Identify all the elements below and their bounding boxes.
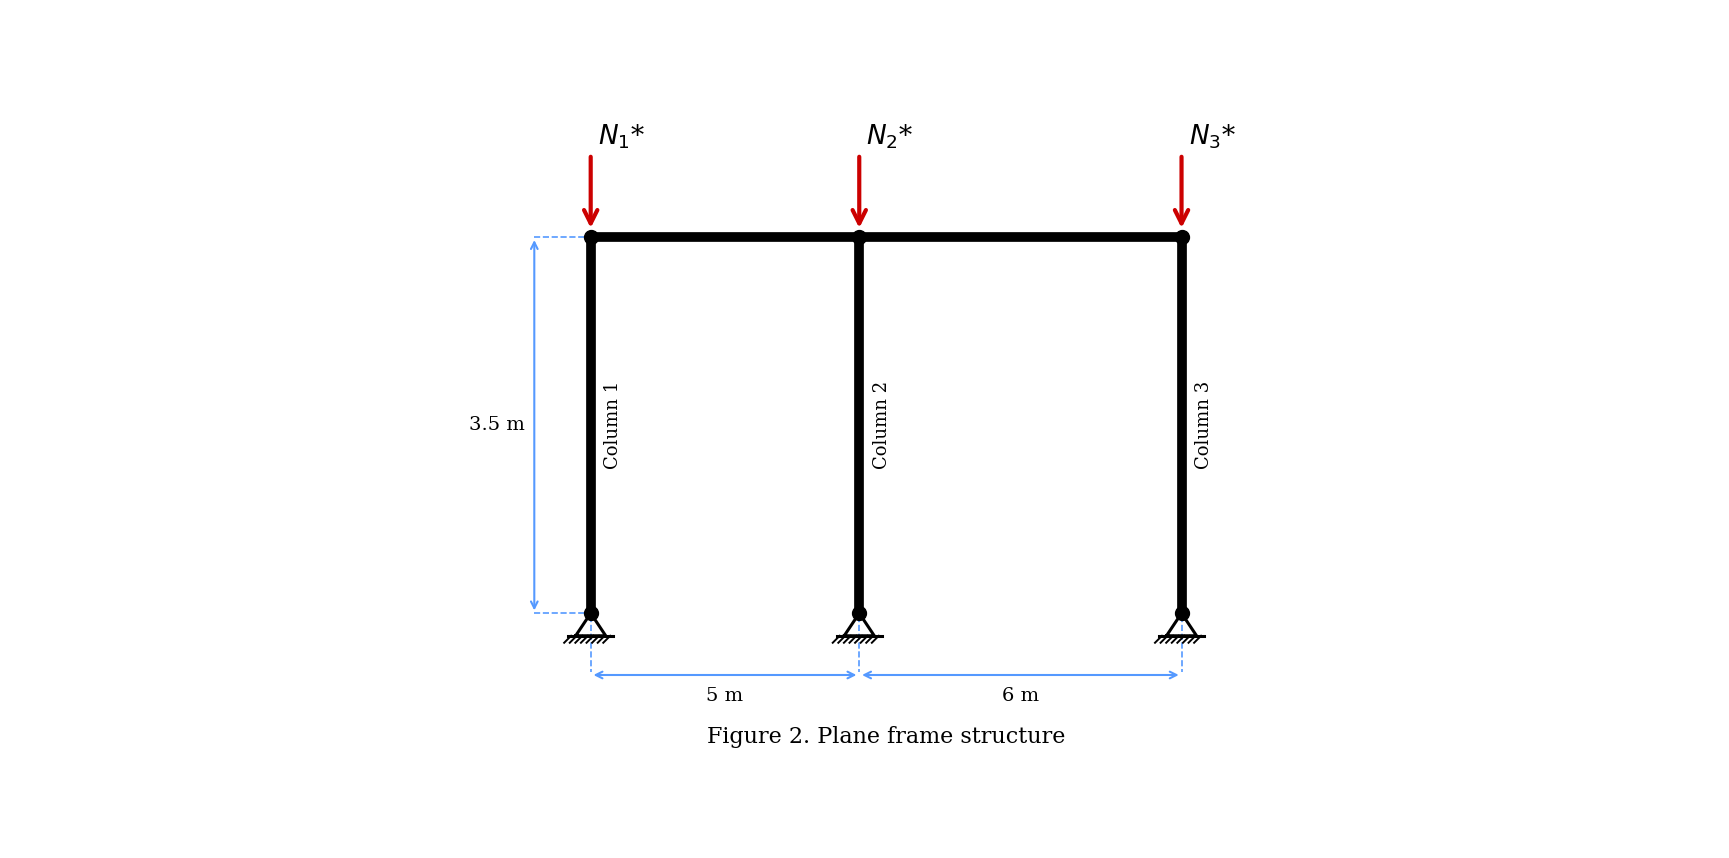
Text: $\mathit{N}_{3}$*: $\mathit{N}_{3}$*: [1188, 123, 1236, 151]
Text: Figure 2. Plane frame structure: Figure 2. Plane frame structure: [707, 726, 1065, 748]
Text: $\mathit{N}_{2}$*: $\mathit{N}_{2}$*: [866, 123, 913, 151]
Text: Column 3: Column 3: [1195, 381, 1214, 469]
Text: 5 m: 5 m: [707, 686, 743, 704]
Text: 3.5 m: 3.5 m: [469, 416, 524, 434]
Text: 6 m: 6 m: [1001, 686, 1039, 704]
Text: $\mathit{N}_{1}$*: $\mathit{N}_{1}$*: [598, 123, 645, 151]
Text: Column 2: Column 2: [873, 381, 890, 469]
Text: Column 1: Column 1: [603, 381, 622, 469]
